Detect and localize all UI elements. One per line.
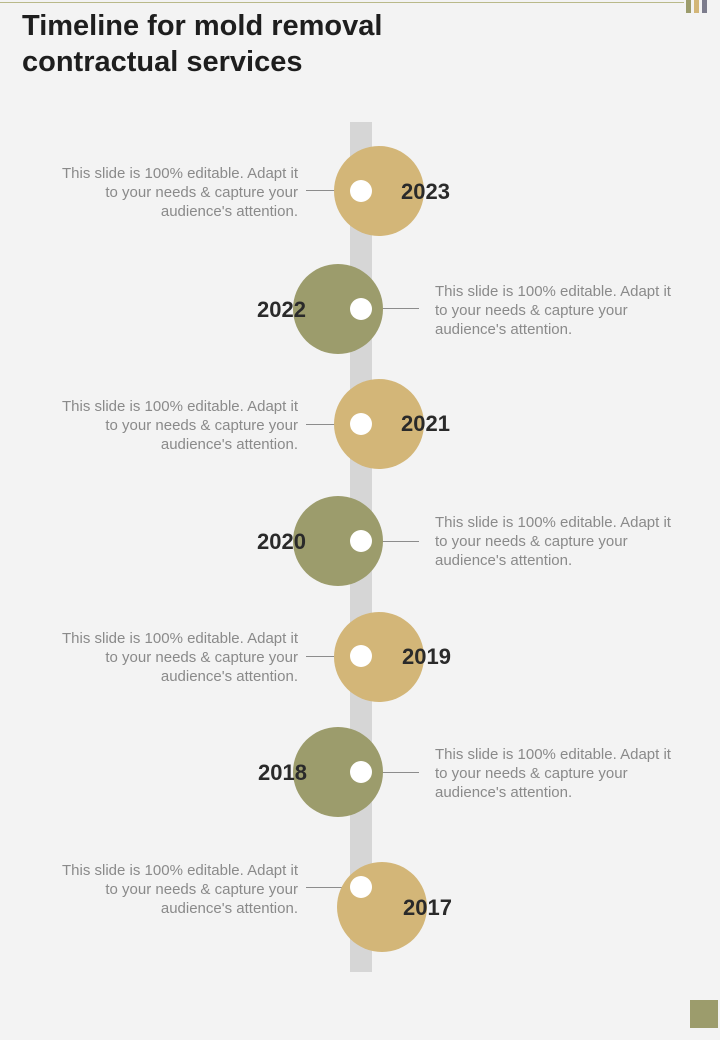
milestone-year: 2022	[257, 297, 306, 322]
milestone-dot	[350, 530, 372, 552]
milestone-year: 2023	[401, 179, 450, 204]
stripe	[694, 0, 699, 13]
connector-line	[361, 308, 419, 309]
connector-line	[306, 887, 362, 888]
milestone-description: This slide is 100% editable. Adapt it to…	[435, 283, 671, 338]
corner-square	[690, 1000, 718, 1028]
connector-line	[361, 541, 419, 542]
milestone-description: This slide is 100% editable. Adapt it to…	[62, 165, 298, 220]
milestone-circle	[334, 612, 424, 702]
milestone-description: This slide is 100% editable. Adapt it to…	[435, 514, 671, 569]
page-title: Timeline for mold removal contractual se…	[22, 10, 383, 78]
milestone-description: This slide is 100% editable. Adapt it to…	[62, 398, 298, 453]
corner-stripes	[686, 0, 720, 13]
milestone-dot	[350, 876, 372, 898]
stripe	[702, 0, 707, 13]
milestone-description: This slide is 100% editable. Adapt it to…	[62, 630, 298, 685]
stripe	[686, 0, 691, 13]
milestone-dot	[350, 761, 372, 783]
milestone-dot	[350, 413, 372, 435]
milestone-year: 2019	[402, 644, 451, 669]
milestone-dot	[350, 180, 372, 202]
milestone-year: 2018	[258, 760, 307, 785]
milestone-year: 2017	[403, 895, 452, 920]
connector-line	[361, 772, 419, 773]
milestone-circle	[334, 146, 424, 236]
milestone-description: This slide is 100% editable. Adapt it to…	[62, 862, 298, 917]
milestone-dot	[350, 645, 372, 667]
milestone-circle	[337, 862, 427, 952]
milestone-year: 2021	[401, 411, 450, 436]
milestone-dot	[350, 298, 372, 320]
milestone-circle	[334, 379, 424, 469]
milestone-year: 2020	[257, 529, 306, 554]
top-rule	[0, 2, 684, 3]
milestone-description: This slide is 100% editable. Adapt it to…	[435, 746, 671, 801]
